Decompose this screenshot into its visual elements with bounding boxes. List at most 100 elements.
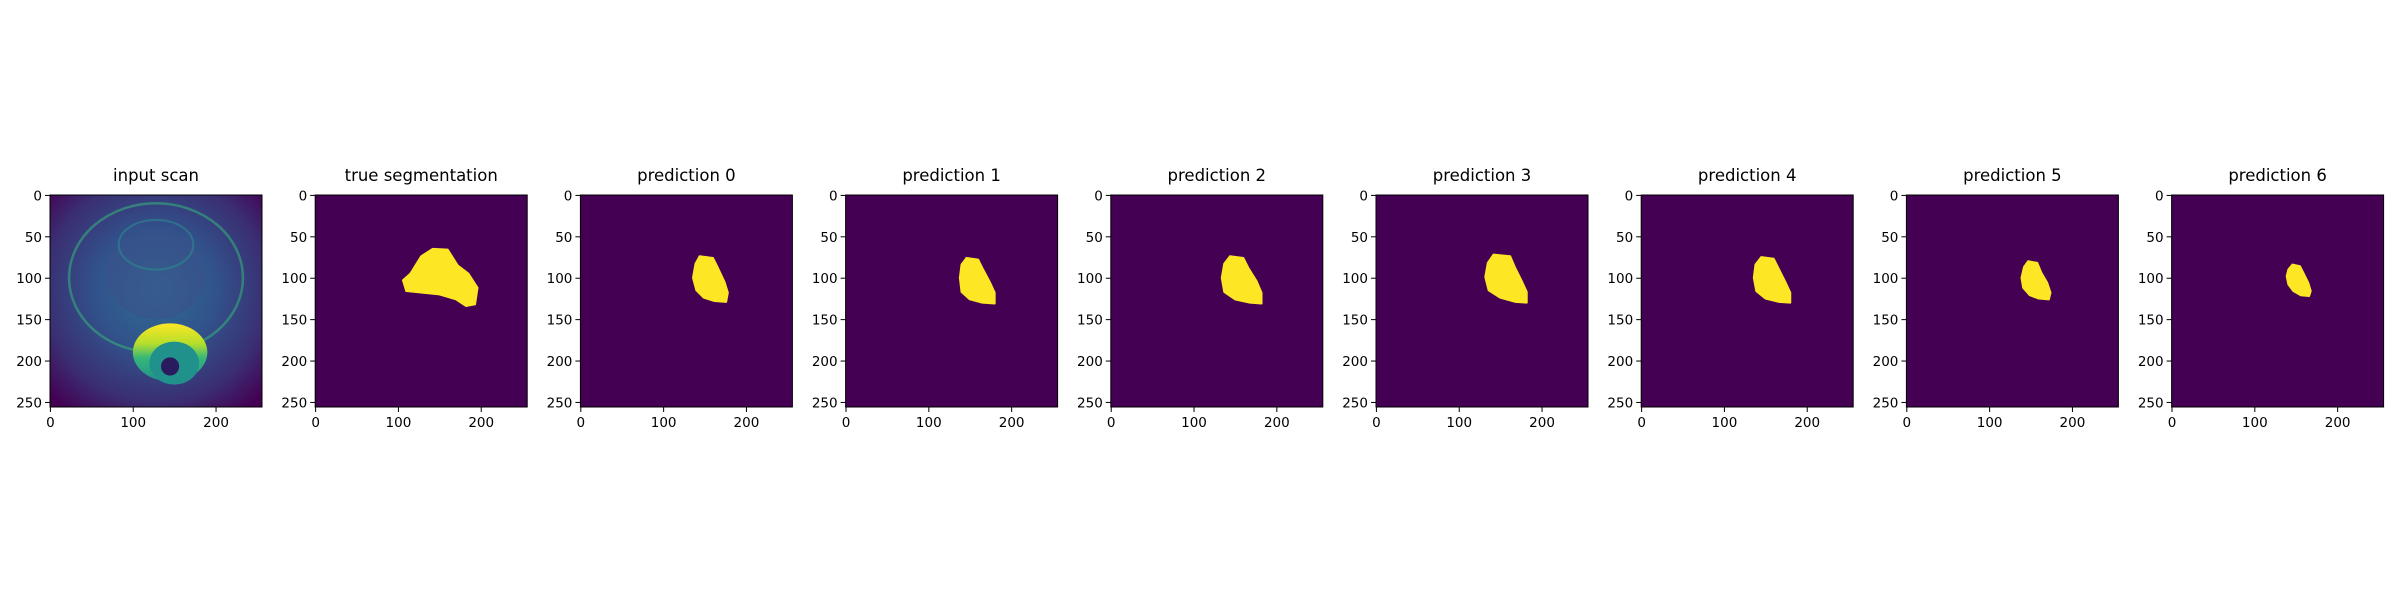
x-tick-label: 200 — [203, 415, 229, 431]
y-tick-label: 0 — [1625, 188, 1634, 204]
y-tick-label: 100 — [1077, 271, 1103, 287]
scan-structure — [106, 228, 206, 320]
x-tick-label: 200 — [468, 415, 494, 431]
y-tick-label: 150 — [1342, 313, 1368, 329]
x-tick-label: 0 — [2168, 415, 2177, 431]
mask-background — [1906, 195, 2119, 407]
panel-3: prediction 1 0 100 200 0 50 100 150 200 250 — [812, 166, 1059, 431]
y-tick-label: 150 — [2138, 313, 2164, 329]
x-tick-label: 0 — [1372, 415, 1381, 431]
y-tick-label: 250 — [547, 395, 573, 411]
panel-title: prediction 2 — [1168, 166, 1267, 185]
panel-5: prediction 3 0 100 200 0 50 100 150 200 250 — [1342, 166, 1589, 431]
panel-title: prediction 3 — [1433, 166, 1532, 185]
y-tick-label: 200 — [1342, 354, 1368, 370]
axes-frame — [1640, 194, 1854, 408]
panel-1: true segmentation 0 100 200 0 50 100 150 200 250 — [281, 166, 528, 431]
y-tick-label: 0 — [1890, 188, 1899, 204]
y-tick-label: 50 — [25, 230, 42, 246]
mask-background — [845, 195, 1058, 407]
y-tick-label: 200 — [547, 354, 573, 370]
x-tick-label: 200 — [2325, 415, 2351, 431]
y-tick-label: 250 — [812, 395, 838, 411]
segmentation-mask — [401, 247, 479, 307]
x-tick-label: 100 — [1446, 415, 1472, 431]
y-tick-label: 50 — [1086, 230, 1103, 246]
y-tick-label: 200 — [16, 354, 42, 370]
x-tick-label: 100 — [916, 415, 942, 431]
segmentation-mask — [1220, 255, 1263, 305]
y-tick-label: 150 — [1077, 313, 1103, 329]
y-tick-label: 0 — [564, 188, 573, 204]
y-tick-label: 200 — [812, 354, 838, 370]
x-tick-label: 200 — [1264, 415, 1290, 431]
panel-title: prediction 1 — [902, 166, 1001, 185]
x-tick-label: 100 — [1712, 415, 1738, 431]
y-tick-label: 50 — [820, 230, 837, 246]
scan-structure — [117, 218, 195, 271]
y-tick-label: 100 — [547, 271, 573, 287]
y-tick-label: 200 — [281, 354, 307, 370]
x-tick-label: 0 — [842, 415, 851, 431]
y-tick-label: 0 — [2155, 188, 2164, 204]
x-tick-label: 100 — [120, 415, 146, 431]
y-tick-label: 250 — [1607, 395, 1633, 411]
y-tick-label: 200 — [1077, 354, 1103, 370]
x-tick-label: 100 — [386, 415, 412, 431]
x-tick-label: 100 — [1181, 415, 1207, 431]
x-tick-label: 100 — [2242, 415, 2268, 431]
x-tick-label: 0 — [46, 415, 55, 431]
y-tick-label: 250 — [16, 395, 42, 411]
segmentation-mask — [958, 256, 996, 305]
y-tick-label: 50 — [1881, 230, 1898, 246]
panel-title: prediction 4 — [1698, 166, 1797, 185]
axes-frame — [579, 194, 793, 408]
axes-frame — [845, 194, 1059, 408]
y-tick-label: 250 — [1077, 395, 1103, 411]
x-tick-label: 200 — [999, 415, 1025, 431]
y-tick-label: 200 — [1873, 354, 1899, 370]
x-tick-label: 0 — [311, 415, 320, 431]
panel-6: prediction 4 0 100 200 0 50 100 150 200 250 — [1607, 166, 1854, 431]
panel-8: prediction 6 0 100 200 0 50 100 150 200 250 — [2138, 166, 2385, 431]
y-tick-label: 150 — [1873, 313, 1899, 329]
y-tick-label: 150 — [1607, 313, 1633, 329]
axes-frame — [49, 194, 263, 408]
y-tick-label: 200 — [1607, 354, 1633, 370]
panel-4: prediction 2 0 100 200 0 50 100 150 200 250 — [1077, 166, 1324, 431]
mask-background — [315, 195, 528, 407]
segmentation-mask — [1752, 256, 1792, 304]
mask-background — [1641, 195, 1854, 407]
panel-title: true segmentation — [345, 166, 498, 185]
y-tick-label: 0 — [33, 188, 42, 204]
y-tick-label: 0 — [1359, 188, 1368, 204]
y-tick-label: 100 — [1342, 271, 1368, 287]
axes-frame — [314, 194, 528, 408]
y-tick-label: 250 — [281, 395, 307, 411]
y-tick-label: 250 — [1342, 395, 1368, 411]
x-tick-label: 0 — [577, 415, 586, 431]
y-tick-label: 100 — [281, 271, 307, 287]
y-tick-label: 50 — [555, 230, 572, 246]
y-tick-label: 250 — [1873, 395, 1899, 411]
mask-background — [1376, 195, 1588, 407]
axes-frame — [1905, 194, 2119, 408]
segmentation-mask — [2020, 260, 2052, 301]
x-tick-label: 200 — [2060, 415, 2086, 431]
y-tick-label: 0 — [299, 188, 308, 204]
segmentation-mask — [2285, 263, 2312, 298]
y-tick-label: 200 — [2138, 354, 2164, 370]
y-tick-label: 50 — [1351, 230, 1368, 246]
y-tick-label: 50 — [290, 230, 307, 246]
y-tick-label: 100 — [16, 271, 42, 287]
x-tick-label: 100 — [651, 415, 677, 431]
y-tick-label: 100 — [1873, 271, 1899, 287]
y-tick-label: 150 — [16, 313, 42, 329]
y-tick-label: 0 — [1094, 188, 1103, 204]
x-tick-label: 200 — [1529, 415, 1555, 431]
x-tick-label: 200 — [734, 415, 760, 431]
y-tick-label: 250 — [2138, 395, 2164, 411]
x-tick-label: 200 — [1794, 415, 1820, 431]
